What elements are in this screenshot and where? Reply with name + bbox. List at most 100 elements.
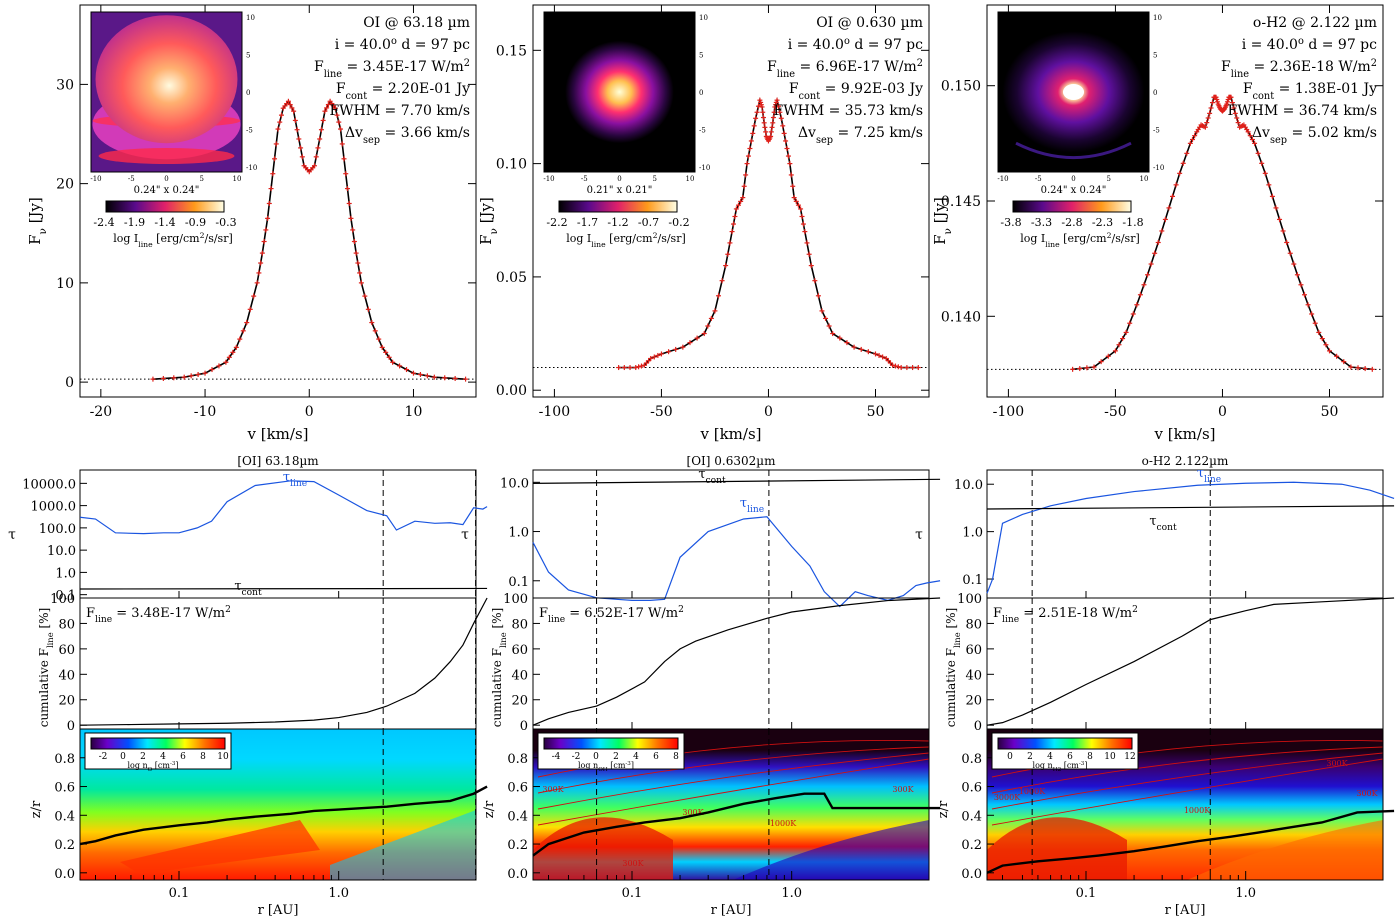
y-tick-label: 10.0 <box>954 478 983 493</box>
temperature-contour <box>537 758 930 826</box>
y-tick-label: 1.0 <box>508 526 529 541</box>
plot-frame <box>532 4 930 398</box>
profile-markers <box>150 98 469 382</box>
colorbar-tick-label: -2 <box>572 752 581 762</box>
continuum-flux: Fcont = 2.20E-01 Jy <box>336 81 470 102</box>
y-tick-label: 0.4 <box>507 809 528 824</box>
inset-y-tick: -5 <box>699 127 706 135</box>
x-tick-label: -50 <box>1104 404 1127 420</box>
colorbar-tick-label: -1.2 <box>607 216 628 229</box>
x-tick-label: -100 <box>539 404 570 420</box>
panel-title: [OI] 63.18µm <box>237 454 319 468</box>
contour-label: 300K <box>892 785 914 794</box>
x-axis-label: r [AU] <box>711 903 752 918</box>
y-tick-label: 0 <box>67 719 75 734</box>
line-flux: Fline = 3.45E-17 W/m2 <box>314 58 470 80</box>
temperature-contour <box>991 746 1384 794</box>
y-axis-label: Fν [Jy] <box>477 197 500 245</box>
tau-cont-curve <box>80 587 488 590</box>
cumulative-curve <box>532 597 941 726</box>
contour-label: 300K <box>542 785 564 794</box>
inset-x-tick: -5 <box>128 175 135 183</box>
y-axis-label: τ <box>915 527 923 543</box>
inclination-distance: i = 40.0o d = 97 pc <box>788 36 923 54</box>
y-tick-label: 0.8 <box>961 752 982 767</box>
y-tick-label: 100 <box>50 592 75 607</box>
colorbar-tick-label: 0 <box>593 752 599 762</box>
inclination-distance: i = 40.0o d = 97 pc <box>335 36 470 54</box>
plot-frame <box>79 4 477 398</box>
colorbar-tick-label: 8 <box>673 752 679 762</box>
tau-panel-2: [OI] 0.6302µm τ 0.1 1.0 10.0 τline τcont <box>461 454 941 608</box>
contour-label: 300K <box>1326 759 1348 768</box>
colorbar-tick-label: 2 <box>1027 752 1033 762</box>
inset-x-tick: 5 <box>200 175 204 183</box>
inset-emission <box>565 40 674 144</box>
y-tick-label: 40 <box>58 668 75 683</box>
x-tick-label: 0.1 <box>622 886 643 901</box>
inset-frame <box>543 11 696 173</box>
inset-y-tick: -5 <box>1153 127 1160 135</box>
continuum-flux: Fcont = 9.92E-03 Jy <box>789 81 923 102</box>
tau-line-curve <box>986 481 1395 594</box>
contour-label: 300K <box>622 859 644 868</box>
emitting-region-boundary <box>79 785 488 846</box>
y-tick-label: 0.8 <box>507 752 528 767</box>
plot-frame <box>532 728 930 881</box>
x-tick-label: 1.0 <box>1235 886 1256 901</box>
inset-y-tick: 5 <box>246 52 250 60</box>
y-tick-label: 0.10 <box>496 157 527 173</box>
colorbar-tick-label: 4 <box>1047 752 1053 762</box>
colorbar-label: log Iline [erg/cm2/s/sr] <box>1020 231 1140 249</box>
profile-markers <box>1070 94 1375 372</box>
x-tick-label: 1.0 <box>781 886 802 901</box>
inset-x-tick: -10 <box>997 175 1008 183</box>
colorbar-tick-label: 6 <box>180 752 186 762</box>
y-tick-label: 20 <box>965 694 982 709</box>
fwhm: FWHM = 35.73 km/s <box>774 103 923 119</box>
y-tick-label: 10.0 <box>500 476 529 491</box>
y-tick-label: 20 <box>56 177 74 193</box>
colorbar-label: log Iline [erg/cm2/s/sr] <box>113 231 233 249</box>
contour-label: 3000K <box>994 793 1021 802</box>
y-tick-label: 60 <box>965 643 982 658</box>
x-tick-label: 10 <box>405 404 423 420</box>
tau-cont-curve <box>533 478 941 484</box>
colorbar-label: log nH2 [cm-3] <box>1033 761 1088 773</box>
density-feature <box>330 810 476 880</box>
tau-panel-1: [OI] 63.18µm τ 0.1 1.0 10.0 100.0 1000.0 10000.… <box>8 454 488 604</box>
colorbar <box>90 737 226 750</box>
colorbar <box>997 737 1133 750</box>
line-profile-panel-1: -20 -10 0 10 0 10 20 30 v [km/s] Fν [Jy] OI @ 63.1… <box>26 4 477 443</box>
tau-cont-label: τcont <box>698 467 726 486</box>
temperature-contour <box>537 752 930 810</box>
inset-y-tick: 10 <box>1153 14 1162 22</box>
contour-label: 1000K <box>770 819 797 828</box>
inset-ring <box>98 148 235 164</box>
inset-y-tick: -10 <box>246 164 257 172</box>
x-tick-label: 0 <box>305 404 314 420</box>
density-feature <box>1187 820 1383 880</box>
y-tick-label: 40 <box>965 668 982 683</box>
y-tick-label: 1.0 <box>962 526 983 541</box>
inclination-distance: i = 40.0o d = 97 pc <box>1242 36 1377 54</box>
y-axis-label: Fν [Jy] <box>26 197 49 245</box>
density-feature <box>533 817 673 880</box>
inset-y-tick: 0 <box>699 89 703 97</box>
inset-size-label: 0.21" x 0.21" <box>587 185 653 196</box>
y-axis-label: Fν [Jy] <box>931 197 954 245</box>
density-feature <box>120 820 320 874</box>
y-tick-label: 20 <box>58 694 75 709</box>
plot-frame <box>986 728 1384 881</box>
density-map-panel-2: 300K1000K300K1000K300K300K0.00.20.40.60.… <box>482 591 941 918</box>
colorbar-tick-label: 12 <box>1124 752 1135 762</box>
y-tick-label: 10000.0 <box>22 477 76 492</box>
inset-upper-lobe <box>95 15 238 144</box>
tau-cont-label: τcont <box>234 579 262 598</box>
velocity-separation: Δvsep = 7.25 km/s <box>798 125 923 146</box>
inset-x-tick: 5 <box>653 175 657 183</box>
x-tick-label: 1.0 <box>328 886 349 901</box>
